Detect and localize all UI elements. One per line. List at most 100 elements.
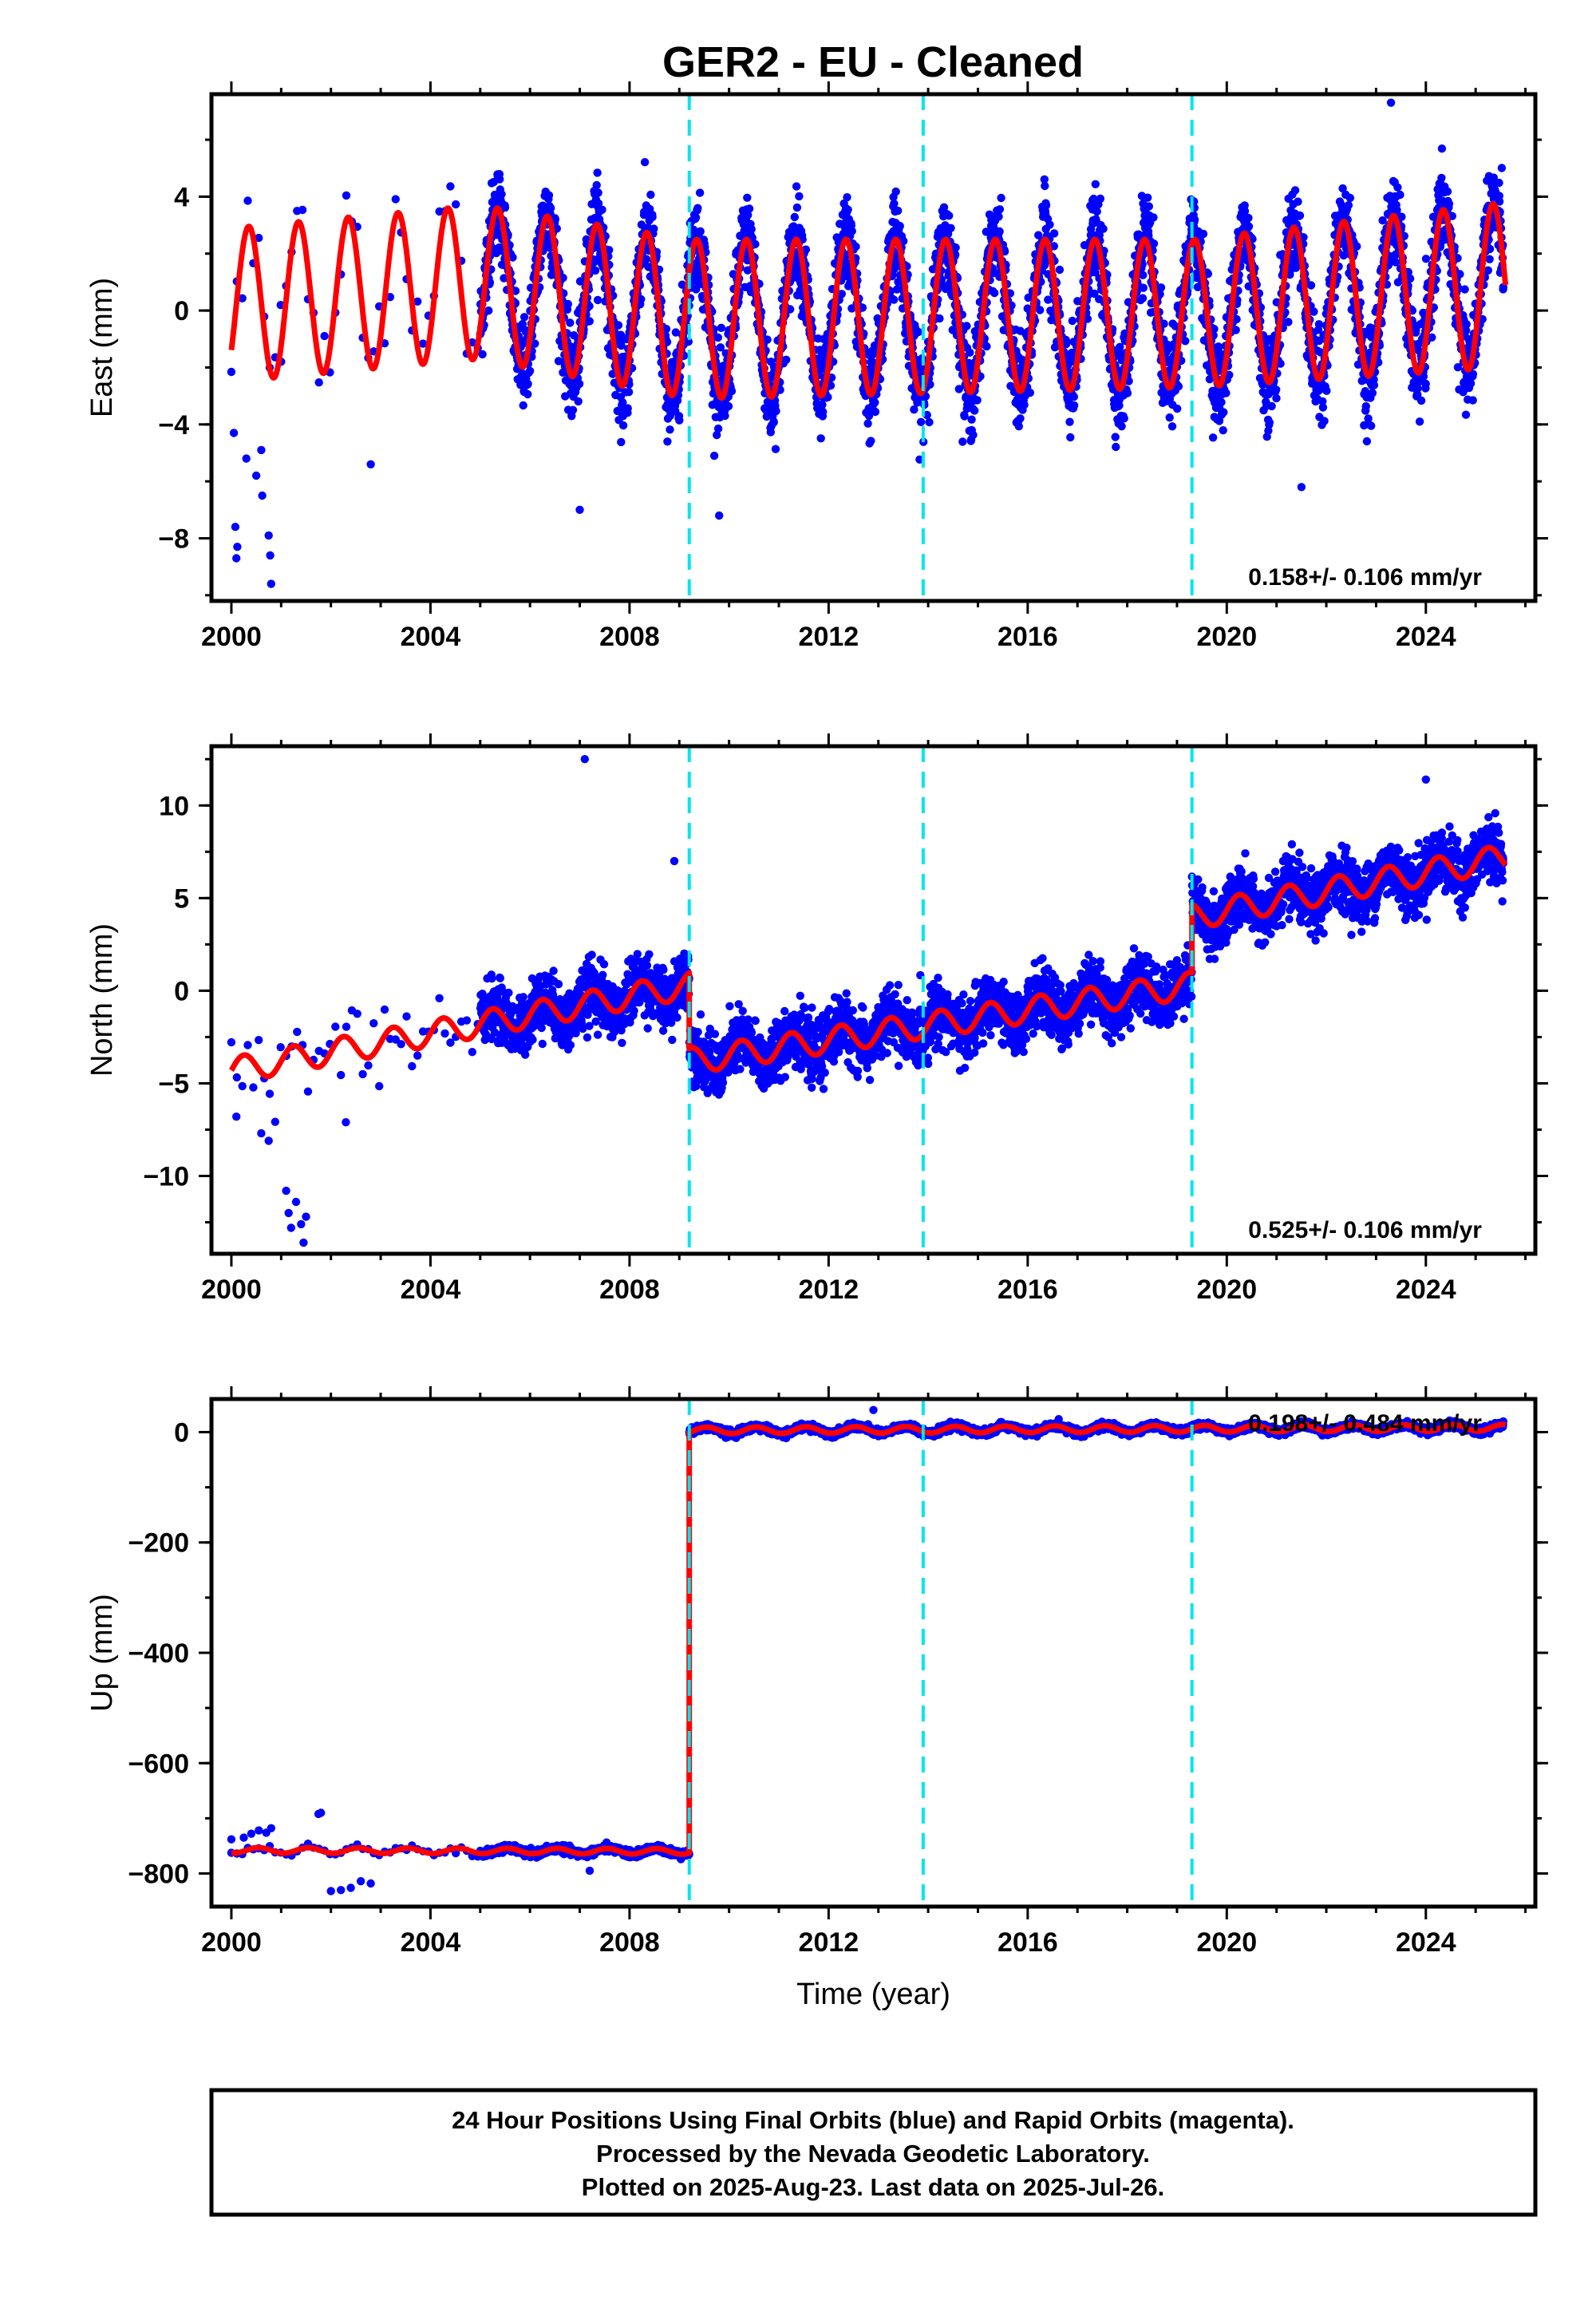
east-point	[1092, 207, 1101, 216]
east-point	[624, 388, 634, 397]
east-point	[1149, 213, 1158, 222]
east-point	[1437, 144, 1447, 153]
east-point	[843, 205, 852, 214]
east-point	[531, 339, 539, 348]
east-point	[518, 319, 527, 329]
east-point	[1369, 381, 1379, 389]
east-y-tick-label: 0	[174, 296, 189, 326]
east-point	[745, 204, 754, 213]
east-point	[1231, 326, 1240, 334]
east-point	[935, 314, 944, 323]
east-point	[1244, 222, 1254, 231]
east-point	[1138, 294, 1148, 302]
east-point	[766, 428, 775, 437]
east-point	[623, 404, 632, 413]
east-y-tick-label: −8	[158, 524, 189, 555]
east-y-tick-label: −4	[158, 410, 189, 441]
east-point	[1272, 385, 1281, 394]
east-point	[519, 401, 527, 410]
north-point	[521, 1050, 530, 1059]
east-point	[585, 302, 594, 310]
east-point	[1144, 202, 1154, 211]
east-point	[314, 378, 323, 387]
east-point	[523, 379, 532, 389]
east-point	[1495, 178, 1503, 188]
east-point	[298, 205, 307, 215]
east-outlier-point	[575, 505, 584, 514]
east-point	[1466, 379, 1476, 388]
east-point	[500, 204, 510, 212]
east-point	[1367, 421, 1376, 430]
east-point	[593, 295, 602, 305]
east-point	[1123, 389, 1132, 397]
east-point	[1314, 320, 1324, 329]
east-outlier-point	[1386, 98, 1396, 107]
east-point	[962, 322, 971, 330]
east-point	[598, 205, 606, 214]
east-point	[890, 295, 899, 304]
east-point	[1361, 401, 1371, 411]
east-point	[1497, 164, 1507, 172]
east-point	[496, 175, 504, 184]
east-point	[1415, 417, 1424, 426]
east-point	[508, 253, 517, 262]
east-point	[721, 411, 729, 421]
east-outlier-point	[1297, 483, 1306, 492]
east-point	[452, 200, 460, 209]
east-point	[1055, 265, 1065, 275]
east-point	[592, 180, 601, 190]
east-point	[970, 406, 979, 415]
east-point	[713, 424, 723, 433]
east-point	[1284, 318, 1293, 326]
east-point	[671, 328, 680, 337]
east-point	[795, 192, 804, 201]
east-point	[1345, 193, 1355, 203]
east-outlier-point	[242, 454, 251, 463]
east-point	[990, 288, 999, 298]
east-point	[1294, 197, 1302, 206]
east-point	[693, 204, 702, 212]
east-point	[523, 389, 532, 399]
east-point	[951, 243, 960, 252]
east-point	[1318, 403, 1328, 412]
east-point	[1099, 224, 1108, 233]
east-point	[1139, 271, 1148, 279]
east-point	[1111, 433, 1120, 441]
east-point	[891, 187, 900, 196]
east-outlier-point	[264, 531, 273, 540]
east-outlier-point	[366, 460, 375, 468]
east-point	[1068, 316, 1077, 326]
east-x-tick-label: 2024	[1396, 622, 1456, 652]
east-outlier-point	[232, 554, 241, 563]
east-point	[519, 313, 529, 322]
east-outlier-point	[233, 543, 242, 551]
east-point	[771, 445, 780, 453]
east-point	[958, 437, 967, 446]
east-x-tick-label: 2004	[401, 622, 461, 652]
east-outlier-point	[231, 523, 240, 532]
east-point	[1156, 283, 1166, 292]
east-point	[696, 227, 705, 236]
east-point	[1049, 229, 1059, 238]
east-outlier-point	[715, 511, 724, 520]
east-point	[1353, 242, 1361, 251]
east-point	[1460, 285, 1469, 294]
east-point	[716, 343, 725, 352]
east-point	[478, 350, 487, 359]
north-point	[528, 1035, 537, 1044]
east-point	[894, 206, 903, 215]
east-point	[617, 437, 626, 447]
east-point	[1165, 413, 1174, 422]
north-point	[496, 974, 504, 982]
east-point	[650, 224, 658, 233]
east-point	[575, 277, 585, 286]
east-point	[1069, 401, 1079, 410]
east-point	[1362, 437, 1372, 446]
east-point	[1416, 396, 1426, 405]
east-point	[994, 212, 1003, 221]
east-outlier-point	[257, 445, 266, 455]
east-point	[769, 418, 778, 427]
east-point	[871, 398, 879, 407]
east-point	[637, 294, 646, 304]
east-x-tick-label: 2012	[799, 622, 859, 652]
